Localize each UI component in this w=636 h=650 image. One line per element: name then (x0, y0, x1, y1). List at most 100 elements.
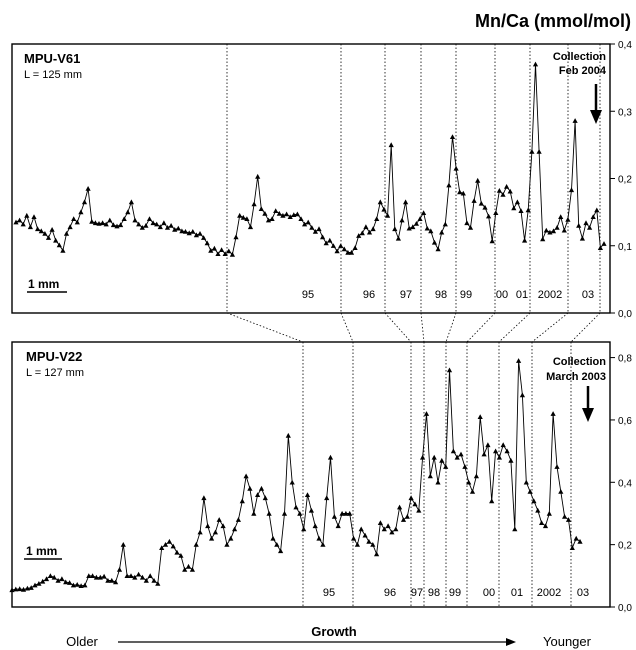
data-point-lower (327, 454, 334, 460)
data-point-lower (239, 498, 245, 504)
data-point-upper (161, 220, 167, 226)
data-point-lower (577, 538, 583, 544)
data-point-lower (458, 451, 464, 457)
data-point-upper (89, 218, 95, 224)
data-point-upper (103, 221, 109, 227)
data-point-lower (247, 485, 253, 491)
data-point-lower (550, 411, 556, 416)
data-point-upper (56, 242, 62, 248)
data-point-lower (377, 520, 383, 525)
data-point-upper (294, 211, 300, 217)
data-point-upper (540, 236, 546, 242)
data-point-lower (36, 581, 42, 586)
data-point-lower (278, 548, 284, 554)
data-point-upper (467, 225, 474, 230)
y-tick-label-lower: 0,4 (618, 478, 632, 489)
data-point-upper (269, 216, 275, 221)
data-point-upper (100, 220, 106, 226)
data-point-lower (431, 454, 437, 460)
data-point-upper (309, 225, 315, 230)
data-point-lower (40, 578, 46, 584)
collection-label-upper-1: Collection (553, 51, 606, 63)
data-point-lower (143, 577, 149, 583)
data-point-lower (185, 563, 192, 569)
data-point-upper (276, 210, 282, 216)
data-point-upper (92, 220, 98, 226)
data-point-upper (150, 220, 156, 226)
data-point-upper (442, 221, 448, 227)
data-point-lower (228, 535, 234, 541)
data-point-lower (255, 492, 261, 497)
data-point-upper (482, 204, 488, 210)
year-label-upper-1: 96 (363, 289, 375, 301)
data-point-lower (412, 501, 418, 507)
data-point-lower (59, 576, 65, 582)
data-point-upper (550, 228, 557, 234)
specimen-label-upper: MPU-V61 (24, 51, 80, 66)
data-point-upper (500, 192, 506, 197)
data-point-upper (320, 234, 326, 240)
y-tick-label-upper: 0,3 (618, 107, 632, 118)
data-point-upper (24, 212, 30, 218)
data-point-lower (147, 573, 153, 578)
data-point-lower (9, 587, 15, 593)
data-point-lower (546, 510, 552, 516)
data-point-upper (352, 245, 358, 250)
data-point-lower (93, 574, 99, 580)
y-axis-title: Mn/Ca (mmol/mol) (475, 11, 631, 31)
older-label: Older (66, 634, 98, 649)
data-point-lower (136, 571, 142, 577)
data-point-lower (166, 538, 172, 544)
data-point-lower (132, 574, 138, 580)
data-point-upper (262, 210, 268, 216)
year-label-lower-0: 95 (323, 587, 335, 599)
data-point-upper (410, 224, 416, 230)
data-point-lower (531, 498, 537, 504)
data-point-upper (226, 248, 232, 254)
data-point-upper (233, 234, 239, 240)
data-point-lower (109, 577, 115, 583)
data-point-lower (496, 454, 502, 460)
data-point-upper (139, 225, 145, 230)
data-point-lower (86, 573, 92, 578)
data-point-lower (220, 523, 226, 529)
data-point-lower (281, 510, 288, 516)
data-point-upper (449, 134, 456, 139)
data-point-lower (70, 582, 76, 588)
data-point-upper (20, 221, 26, 227)
y-tick-label-lower: 0,2 (618, 541, 632, 552)
data-point-upper (190, 229, 196, 234)
length-label-lower: L = 127 mm (26, 367, 84, 379)
data-point-lower (354, 542, 360, 547)
data-point-lower (32, 582, 38, 588)
data-point-lower (397, 504, 403, 510)
data-point-upper (60, 247, 66, 253)
data-point-upper (265, 217, 272, 223)
data-point-upper (446, 182, 452, 188)
data-point-upper (114, 223, 120, 229)
data-point-upper (435, 246, 441, 252)
data-point-lower (43, 576, 50, 582)
y-tick-label-upper: 0,2 (618, 175, 632, 186)
data-point-upper (182, 229, 189, 234)
data-point-lower (201, 495, 207, 501)
data-point-upper (42, 231, 48, 236)
data-point-upper (17, 217, 23, 223)
data-point-upper (27, 224, 33, 230)
data-point-upper (489, 238, 495, 244)
data-point-lower (374, 551, 380, 557)
data-point-lower (243, 473, 249, 479)
year-connector-0 (226, 312, 304, 343)
collection-label-lower-2: March 2003 (546, 371, 606, 383)
data-point-lower (235, 517, 241, 522)
data-point-upper (74, 219, 80, 225)
data-point-lower (400, 517, 407, 522)
data-point-upper (536, 149, 542, 154)
data-point-upper (496, 188, 502, 193)
data-point-lower (366, 538, 372, 544)
data-point-upper (486, 213, 492, 219)
data-point-upper (359, 230, 365, 236)
data-point-lower (512, 526, 518, 532)
data-point-lower (82, 582, 88, 588)
y-tick-label-upper: 0,1 (618, 242, 632, 253)
